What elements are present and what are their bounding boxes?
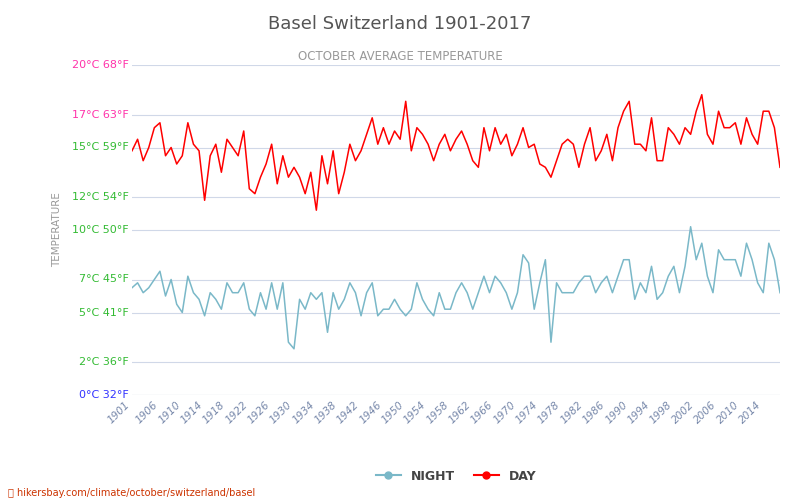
Text: 12°C 54°F: 12°C 54°F <box>72 192 129 202</box>
Text: 17°C 63°F: 17°C 63°F <box>72 110 129 120</box>
Text: 10°C 50°F: 10°C 50°F <box>72 225 129 235</box>
Text: OCTOBER AVERAGE TEMPERATURE: OCTOBER AVERAGE TEMPERATURE <box>298 50 502 63</box>
Text: TEMPERATURE: TEMPERATURE <box>53 192 62 268</box>
Text: 0°C 32°F: 0°C 32°F <box>79 390 129 400</box>
Text: 5°C 41°F: 5°C 41°F <box>79 308 129 318</box>
Text: 🌍 hikersbay.com/climate/october/switzerland/basel: 🌍 hikersbay.com/climate/october/switzerl… <box>8 488 255 498</box>
Text: 15°C 59°F: 15°C 59°F <box>72 142 129 152</box>
Text: 7°C 45°F: 7°C 45°F <box>79 274 129 284</box>
Text: Basel Switzerland 1901-2017: Basel Switzerland 1901-2017 <box>268 15 532 33</box>
Text: 20°C 68°F: 20°C 68°F <box>72 60 129 70</box>
Text: 2°C 36°F: 2°C 36°F <box>79 357 129 367</box>
Legend: NIGHT, DAY: NIGHT, DAY <box>370 465 542 488</box>
